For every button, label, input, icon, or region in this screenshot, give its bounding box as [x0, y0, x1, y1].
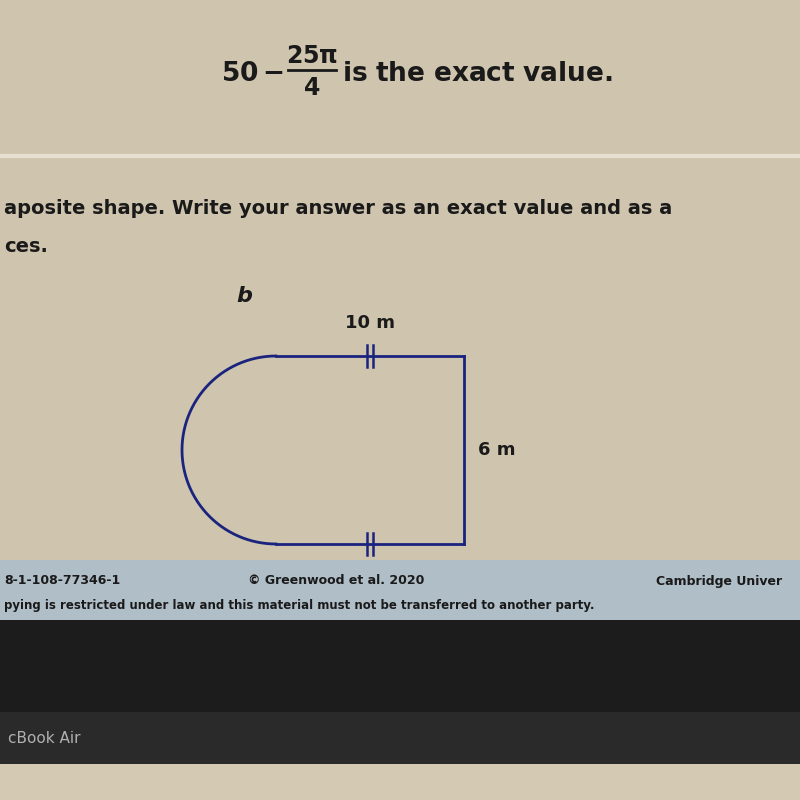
Text: cBook Air: cBook Air	[8, 730, 81, 746]
Text: 8-1-108-77346-1: 8-1-108-77346-1	[4, 574, 120, 587]
Text: $\mathbf{is\ the\ exact\ value.}$: $\mathbf{is\ the\ exact\ value.}$	[342, 62, 613, 87]
Text: $\mathbf{50 -}$: $\mathbf{50 -}$	[221, 62, 284, 87]
Text: $\mathbf{4}$: $\mathbf{4}$	[303, 76, 321, 100]
Text: 6 m: 6 m	[478, 441, 516, 459]
FancyBboxPatch shape	[0, 156, 800, 560]
Text: aposite shape. Write your answer as an exact value and as a: aposite shape. Write your answer as an e…	[4, 198, 672, 218]
Text: b: b	[236, 286, 252, 306]
FancyBboxPatch shape	[0, 0, 800, 156]
Text: pying is restricted under law and this material must not be transferred to anoth: pying is restricted under law and this m…	[4, 598, 594, 611]
Text: © Greenwood et al. 2020: © Greenwood et al. 2020	[248, 574, 424, 587]
FancyBboxPatch shape	[0, 620, 800, 712]
FancyBboxPatch shape	[0, 764, 800, 800]
FancyBboxPatch shape	[0, 560, 800, 620]
Text: ces.: ces.	[4, 237, 48, 256]
FancyBboxPatch shape	[0, 712, 800, 764]
Text: $\mathbf{25\pi}$: $\mathbf{25\pi}$	[286, 44, 338, 68]
Text: 10 m: 10 m	[345, 314, 395, 332]
Text: Cambridge Univer: Cambridge Univer	[656, 574, 782, 587]
